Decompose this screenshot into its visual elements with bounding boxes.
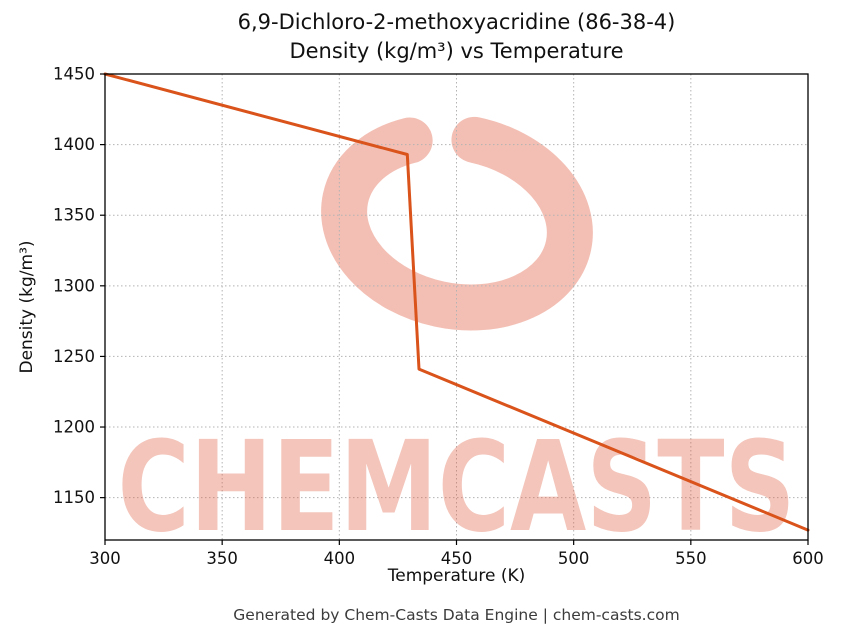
chart-title: 6,9-Dichloro-2-methoxyacridine (86-38-4)… xyxy=(105,8,808,67)
x-tick-label: 300 xyxy=(89,549,121,568)
data-line xyxy=(103,72,810,532)
chart-title-line1: 6,9-Dichloro-2-methoxyacridine (86-38-4) xyxy=(237,10,676,34)
x-tick-label: 500 xyxy=(558,549,590,568)
x-tick-label: 450 xyxy=(441,549,473,568)
y-tick-label: 1350 xyxy=(53,206,95,225)
x-tick-label: 600 xyxy=(792,549,824,568)
y-tick-label: 1450 xyxy=(53,65,95,84)
watermark-text: CHEMCASTS xyxy=(118,415,796,560)
y-tick-label: 1300 xyxy=(53,276,95,295)
y-tick-label: 1250 xyxy=(53,347,95,366)
y-tick-label: 1400 xyxy=(53,135,95,154)
watermark-logo xyxy=(321,113,593,331)
y-tick-label: 1200 xyxy=(53,418,95,437)
x-tick-label: 400 xyxy=(324,549,356,568)
x-axis-label: Temperature (K) xyxy=(387,566,526,586)
footer-credit: Generated by Chem-Casts Data Engine | ch… xyxy=(233,606,680,624)
chart-title-line2: Density (kg/m³) vs Temperature xyxy=(289,39,624,64)
y-tick-label: 1150 xyxy=(53,488,95,507)
x-tick-label: 350 xyxy=(206,549,238,568)
x-tick-label: 550 xyxy=(675,549,707,568)
